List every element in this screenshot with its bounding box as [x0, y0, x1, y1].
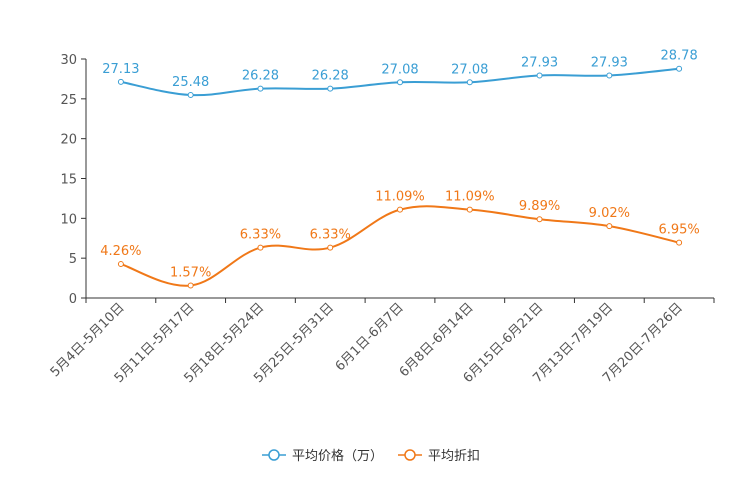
data-label-price: 27.13 — [102, 62, 139, 77]
data-label-discount: 6.33% — [240, 228, 281, 243]
data-label-price: 27.93 — [591, 55, 628, 70]
data-point-price[interactable] — [676, 65, 683, 72]
legend-marker-price — [268, 449, 280, 461]
legend[interactable]: 平均价格（万） 平均折扣 — [262, 448, 480, 464]
data-label-price: 28.78 — [661, 49, 698, 64]
data-point-discount[interactable] — [466, 206, 473, 213]
data-label-discount: 1.57% — [170, 265, 211, 280]
data-point-price[interactable] — [327, 85, 334, 92]
data-point-discount[interactable] — [117, 261, 124, 268]
data-point-discount[interactable] — [187, 282, 194, 289]
data-point-discount[interactable] — [676, 239, 683, 246]
data-label-price: 27.08 — [381, 62, 418, 77]
legend-item-discount[interactable]: 平均折扣 — [398, 449, 480, 464]
y-tick-label: 15 — [60, 173, 77, 188]
data-point-price[interactable] — [257, 85, 264, 92]
legend-label-price: 平均价格（万） — [292, 448, 383, 464]
x-tick-label: 5月4日-5月10日 — [48, 300, 128, 380]
data-label-discount: 11.09% — [375, 190, 425, 205]
data-label-price: 26.28 — [312, 69, 349, 84]
y-tick-label: 25 — [60, 93, 77, 108]
data-label-discount: 4.26% — [100, 244, 141, 259]
data-label-price: 27.08 — [451, 62, 488, 77]
data-label-price: 27.93 — [521, 55, 558, 70]
series-lines — [117, 65, 683, 289]
data-point-price[interactable] — [187, 92, 194, 99]
data-label-price: 26.28 — [242, 69, 279, 84]
data-point-discount[interactable] — [606, 223, 613, 230]
y-tick-label: 20 — [60, 133, 77, 148]
data-point-price[interactable] — [466, 79, 473, 86]
data-point-price[interactable] — [536, 72, 543, 79]
data-label-discount: 9.02% — [589, 206, 630, 221]
data-point-discount[interactable] — [257, 244, 264, 251]
data-point-price[interactable] — [397, 79, 403, 86]
y-tick-label: 30 — [60, 53, 77, 68]
data-label-discount: 11.09% — [445, 190, 495, 205]
y-tick-label: 10 — [60, 212, 77, 227]
y-tick-label: 0 — [69, 292, 77, 307]
x-tick-label: 6月1日-6月7日 — [333, 300, 407, 374]
data-point-price[interactable] — [606, 72, 613, 79]
data-point-discount[interactable] — [327, 244, 334, 251]
data-labels: 27.13 25.48 26.28 26.28 27.08 27.08 27.93 27.93… — [100, 49, 700, 281]
legend-marker-discount — [404, 449, 416, 461]
x-tick-label: 6月8日-6月14日 — [397, 300, 477, 380]
data-label-price: 25.48 — [172, 75, 209, 90]
data-label-discount: 6.33% — [310, 228, 351, 243]
y-tick-label: 5 — [69, 252, 77, 267]
data-point-discount[interactable] — [397, 206, 403, 213]
legend-item-price[interactable]: 平均价格（万） — [262, 448, 383, 464]
legend-label-discount: 平均折扣 — [428, 449, 480, 464]
data-label-discount: 9.89% — [519, 199, 560, 214]
data-point-price[interactable] — [117, 78, 124, 85]
data-point-discount[interactable] — [536, 216, 543, 223]
data-label-discount: 6.95% — [658, 223, 699, 238]
